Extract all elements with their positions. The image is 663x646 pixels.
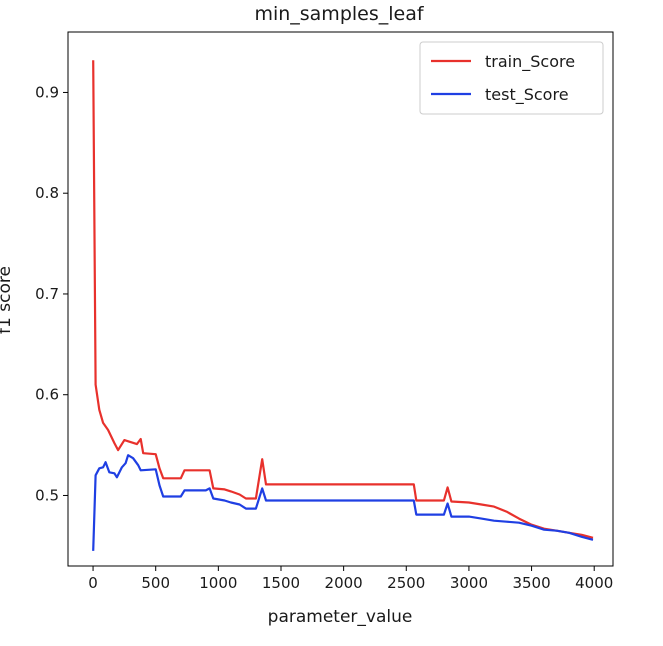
legend-label-test-score: test_Score — [485, 85, 569, 105]
series-line-test-score — [92, 454, 594, 551]
y-tick-label: 0.8 — [35, 184, 59, 202]
x-tick-label: 500 — [141, 574, 170, 592]
x-tick-label: 2000 — [325, 574, 363, 592]
series-line-train-score — [92, 60, 594, 539]
x-axis-title: parameter_value — [268, 607, 413, 627]
x-tick-label: 4000 — [575, 574, 613, 592]
legend-label-train-score: train_Score — [485, 52, 575, 72]
plot-frame — [67, 31, 614, 567]
x-tick-label: 3500 — [512, 574, 550, 592]
x-tick-label: 1000 — [199, 574, 237, 592]
x-axis: 0 500 1000 1500 2000 2500 3000 3500 4000 — [88, 566, 613, 592]
plot-area — [67, 31, 614, 567]
y-axis-title: f1 score — [0, 266, 15, 334]
chart-title: min_samples_leaf — [254, 3, 424, 25]
x-tick-label: 0 — [88, 574, 98, 592]
y-tick-label: 0.5 — [35, 486, 59, 504]
x-tick-label: 1500 — [262, 574, 300, 592]
y-tick-label: 0.6 — [35, 386, 59, 404]
y-tick-label: 0.7 — [35, 285, 59, 303]
legend: train_Score test_Score — [419, 41, 604, 115]
x-tick-label: 3000 — [450, 574, 488, 592]
x-tick-label: 2500 — [387, 574, 425, 592]
y-axis: 0.5 0.6 0.7 0.8 0.9 — [35, 83, 68, 504]
y-tick-label: 0.9 — [35, 83, 59, 101]
